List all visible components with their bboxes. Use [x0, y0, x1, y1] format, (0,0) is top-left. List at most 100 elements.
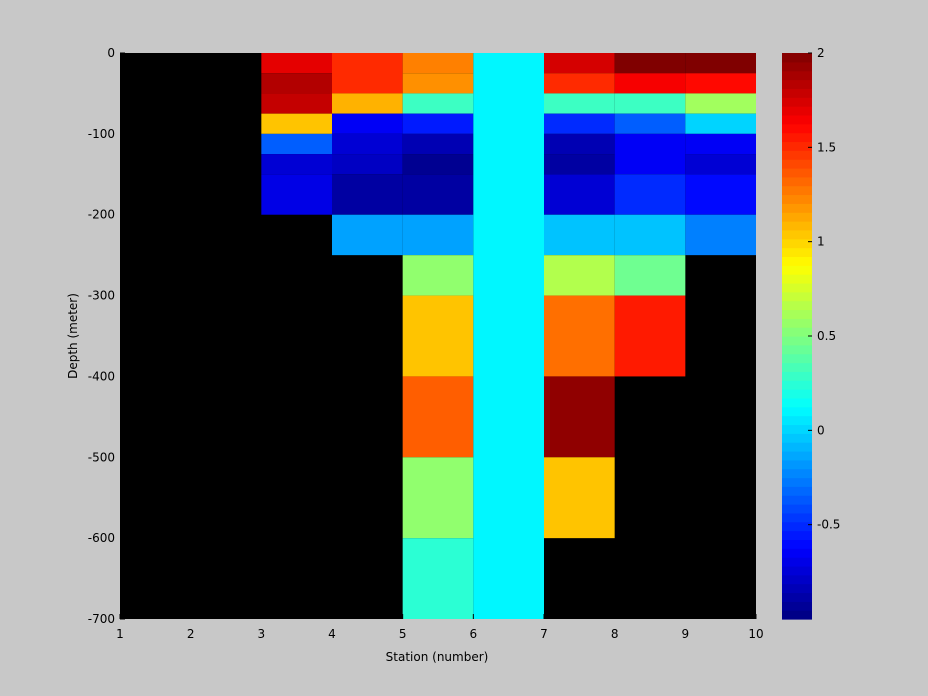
heatmap-cell [544, 154, 615, 175]
heatmap-cell [261, 133, 332, 155]
colorbar-band [782, 459, 812, 470]
colorbar-band [782, 203, 812, 213]
heatmap-cell [614, 295, 686, 377]
colorbar-band [782, 212, 812, 222]
heatmap-cell [614, 53, 686, 74]
colorbar-tick-label: 1 [817, 235, 825, 249]
colorbar-band [782, 247, 812, 258]
heatmap-cell [614, 73, 686, 94]
heatmap-cell [402, 376, 474, 458]
colorbar-band [782, 309, 812, 319]
heatmap-cell [332, 154, 403, 175]
heatmap-cell [544, 113, 615, 134]
heatmap-cell [544, 295, 615, 377]
heatmap-cell [332, 214, 403, 256]
heatmap-cell [544, 133, 615, 155]
heatmap-cell [402, 53, 474, 74]
x-tick-label: 2 [187, 627, 195, 641]
colorbar-band [782, 176, 812, 187]
heatmap-cell [402, 457, 474, 539]
heatmap-cell [402, 113, 474, 134]
heatmap-cell [261, 174, 332, 215]
colorbar-band [782, 468, 812, 479]
colorbar-band [782, 274, 812, 284]
heatmap-cell [332, 113, 403, 134]
colorbar-band [782, 123, 812, 134]
heatmap-cell [261, 93, 332, 114]
colorbar-band [782, 282, 812, 293]
colorbar-band [782, 61, 812, 72]
heatmap-cell [614, 113, 686, 134]
x-tick-label: 7 [540, 627, 548, 641]
colorbar-band [782, 442, 812, 452]
colorbar-band [782, 265, 812, 275]
colorbar-band [782, 397, 812, 408]
heatmap-cell [332, 53, 403, 94]
colorbar-band [782, 450, 812, 461]
colorbar-band [782, 300, 812, 311]
colorbar-band [782, 53, 812, 63]
x-tick-label: 4 [328, 627, 336, 641]
x-axis: 1 2 3 4 5 6 7 8 9 10 [116, 614, 764, 641]
colorbar-tick-label: 0.5 [817, 329, 836, 343]
heatmap-plot-area [120, 53, 756, 619]
colorbar-band [782, 327, 812, 337]
colorbar-tick-label: 1.5 [817, 140, 836, 154]
colorbar-tick-label: 0 [817, 423, 825, 437]
heatmap-cell [685, 73, 756, 94]
x-tick-label: 5 [399, 627, 407, 641]
heatmap-cell [685, 154, 756, 175]
x-tick-label: 8 [611, 627, 619, 641]
colorbar-band [782, 477, 812, 487]
x-tick-label: 6 [470, 627, 478, 641]
colorbar-band [782, 557, 812, 567]
y-axis-label: Depth (meter) [66, 293, 80, 379]
heatmap-cell [685, 93, 756, 114]
y-tick-label: 0 [107, 46, 115, 60]
colorbar: 2 1.5 1 0.5 0 -0.5 [782, 46, 840, 620]
colorbar-tick-label: 2 [817, 46, 825, 60]
x-axis-label: Station (number) [386, 650, 489, 664]
x-tick-label: 3 [258, 627, 266, 641]
heatmap-cell [402, 133, 474, 155]
colorbar-band [782, 406, 812, 417]
y-tick-label: -600 [88, 531, 115, 545]
heatmap-cell [685, 214, 756, 256]
colorbar-band [782, 114, 812, 125]
heatmap-cell [685, 133, 756, 155]
colorbar-band [782, 504, 812, 514]
heatmap-cell [544, 93, 615, 114]
colorbar-band [782, 583, 812, 594]
heatmap-cell [261, 113, 332, 134]
colorbar-band [782, 97, 812, 107]
heatmap-cell [402, 73, 474, 94]
colorbar-band [782, 362, 812, 372]
colorbar-band [782, 88, 812, 98]
colorbar-band [782, 291, 812, 302]
colorbar-band [782, 424, 812, 434]
colorbar-band [782, 238, 812, 249]
heatmap-cell [332, 133, 403, 155]
colorbar-band [782, 486, 812, 496]
heatmap-cell [685, 174, 756, 215]
y-tick-label: -500 [88, 450, 115, 464]
colorbar-band [782, 79, 812, 89]
x-tick-label: 10 [748, 627, 763, 641]
colorbar-band [782, 592, 812, 602]
colorbar-band [782, 70, 812, 81]
colorbar-tick-label: -0.5 [817, 518, 840, 532]
heatmap-cell [402, 295, 474, 377]
colorbar-band [782, 610, 812, 620]
heatmap-cell [544, 255, 615, 296]
colorbar-band [782, 229, 812, 240]
colorbar-band [782, 389, 812, 399]
heatmap-cell [685, 113, 756, 134]
colorbar-band [782, 318, 812, 328]
x-tick-label: 1 [116, 627, 124, 641]
y-tick-label: -200 [88, 208, 115, 222]
colorbar-band [782, 548, 812, 558]
heatmap-cell [261, 73, 332, 94]
colorbar-band [782, 433, 812, 443]
colorbar-band [782, 353, 812, 364]
heatmap-cell [614, 174, 686, 215]
